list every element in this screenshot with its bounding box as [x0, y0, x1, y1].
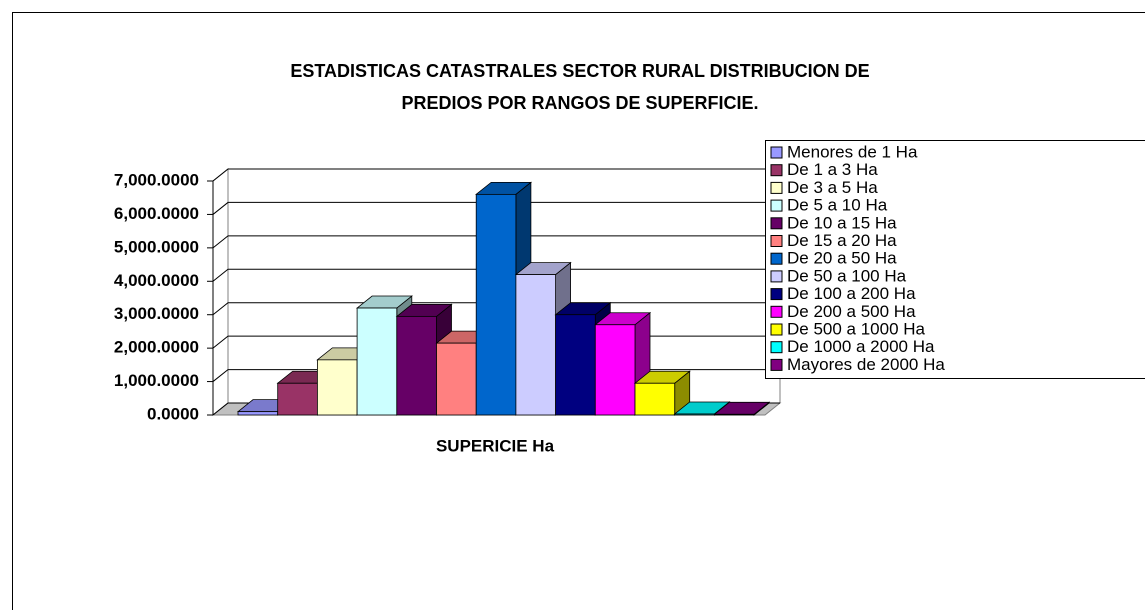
legend-swatch	[770, 252, 783, 265]
y-tick-label: 0.0000	[147, 404, 199, 423]
legend-label: De 1 a 3 Ha	[787, 160, 878, 179]
y-tick-label: 7,000.0000	[114, 170, 199, 189]
bar	[714, 413, 755, 416]
grid-line	[212, 235, 780, 249]
bar	[555, 314, 596, 416]
y-tick-label: 4,000.0000	[114, 271, 199, 290]
legend-box	[765, 140, 1145, 379]
bar	[634, 382, 676, 416]
bar	[594, 324, 636, 416]
y-tick-label: 2,000.0000	[114, 338, 199, 357]
legend-label: De 1000 a 2000 Ha	[787, 337, 935, 356]
grid-line	[212, 268, 780, 282]
legend-label: De 200 a 500 Ha	[787, 302, 916, 321]
legend-label: De 500 a 1000 Ha	[787, 319, 926, 338]
legend-label: De 10 a 15 Ha	[787, 213, 897, 232]
side-wall	[212, 167, 229, 417]
legend-swatch	[770, 164, 783, 177]
bar	[475, 193, 517, 416]
legend-label: De 50 a 100 Ha	[787, 266, 907, 285]
bar	[277, 382, 318, 416]
bar	[396, 315, 437, 416]
legend-label: Menores de 1 Ha	[787, 142, 918, 161]
x-tick-label: SUPERICIE Ha	[436, 436, 555, 455]
chart-title: ESTADISTICAS CATASTRALES SECTOR RURAL DI…	[290, 61, 869, 81]
legend-swatch	[770, 323, 783, 336]
bar	[316, 359, 358, 416]
legend-swatch	[770, 235, 783, 247]
legend-swatch	[770, 270, 783, 283]
grid-line	[212, 201, 780, 215]
legend-swatch	[770, 358, 783, 371]
legend-swatch	[770, 181, 783, 194]
y-tick-label: 6,000.0000	[114, 204, 199, 223]
chart-title: PREDIOS POR RANGOS DE SUPERFICIE.	[401, 93, 758, 113]
y-tick-label: 3,000.0000	[114, 304, 199, 323]
legend-swatch	[770, 288, 783, 301]
legend-swatch	[770, 199, 783, 212]
bar	[436, 342, 477, 416]
bar	[674, 413, 715, 416]
grid-line	[212, 168, 780, 182]
legend-label: De 3 a 5 Ha	[787, 178, 878, 197]
bar	[237, 411, 279, 416]
y-tick-label: 5,000.0000	[114, 237, 199, 256]
legend-swatch	[770, 305, 783, 318]
legend-label: De 5 a 10 Ha	[787, 196, 888, 215]
legend-label: Mayores de 2000 Ha	[787, 355, 945, 374]
bar	[356, 307, 398, 416]
y-tick-label: 1,000.0000	[114, 371, 199, 390]
legend-swatch	[770, 217, 783, 230]
legend-label: De 100 a 200 Ha	[787, 284, 916, 303]
legend-swatch	[770, 341, 783, 354]
bar	[515, 274, 557, 416]
legend-swatch	[770, 146, 783, 159]
legend-label: De 20 a 50 Ha	[787, 249, 897, 268]
legend-label: De 15 a 20 Ha	[787, 231, 897, 250]
